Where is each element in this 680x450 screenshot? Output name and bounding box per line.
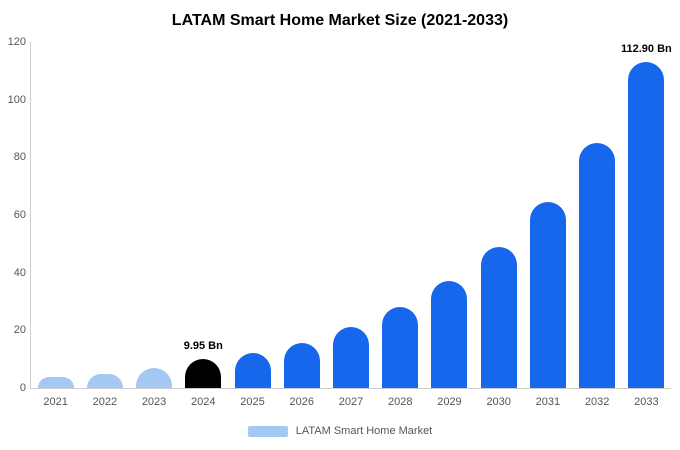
x-tick-label: 2023: [141, 396, 167, 408]
legend-swatch: [247, 425, 288, 437]
y-tick-label: 0: [19, 382, 26, 394]
bar-2029: [431, 281, 468, 388]
plot-area: 0 20 40 60 80 100 120 2021 2022 2023 2024 9.95 Bn 20…: [8, 36, 672, 408]
y-tick-label: 40: [13, 266, 26, 279]
x-tick-label: 2028: [387, 396, 413, 408]
bar-value-label: 9.95 Bn: [183, 340, 223, 353]
bar-2022: [86, 373, 123, 388]
x-tick-label: 2031: [535, 396, 561, 408]
legend-label: LATAM Smart Home Market: [295, 425, 433, 437]
chart-title: LATAM Smart Home Market Size (2021-2033): [171, 12, 509, 29]
x-tick-label: 2033: [634, 396, 659, 408]
x-tick-label: 2026: [289, 396, 314, 408]
x-tick-label: 2022: [92, 396, 118, 408]
bar-2031: [529, 202, 566, 388]
x-tick-label: 2030: [486, 396, 511, 408]
legend: LATAM Smart Home Market: [0, 425, 680, 437]
bar-2032: [579, 142, 616, 388]
bar-2030: [480, 246, 517, 388]
y-tick-label: 60: [13, 209, 26, 221]
y-tick-label: 120: [7, 36, 26, 48]
bar-2026: [283, 343, 320, 388]
bar-2027: [333, 327, 369, 388]
bar-2021: [37, 377, 74, 388]
y-tick-label: 100: [7, 93, 26, 106]
x-tick-label: 2029: [437, 396, 462, 408]
x-tick-label: 2025: [240, 396, 265, 408]
bar-2023: [136, 368, 173, 388]
y-tick-label: 80: [13, 151, 26, 164]
bar-2025: [234, 353, 271, 388]
y-tick-label: 20: [13, 324, 26, 337]
x-tick-label: 2024: [191, 396, 216, 408]
x-tick-label: 2027: [338, 396, 364, 408]
bar-2024: [185, 359, 222, 388]
bar-value-label: 112.90 Bn: [620, 43, 672, 56]
bar-2028: [382, 307, 419, 388]
bar-2033: [628, 62, 665, 388]
x-tick-label: 2032: [584, 396, 610, 408]
x-tick-label: 2021: [43, 396, 68, 408]
